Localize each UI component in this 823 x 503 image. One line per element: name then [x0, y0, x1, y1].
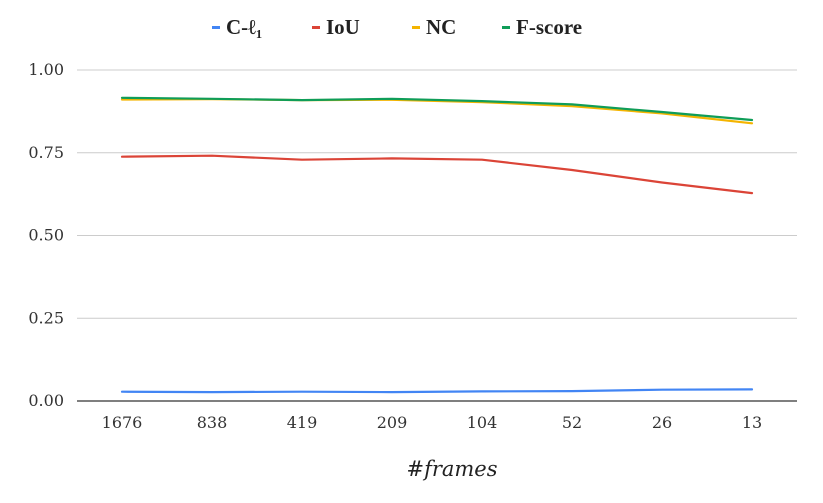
x-tick-label: 26 — [652, 413, 672, 432]
y-tick-label: 0.25 — [28, 308, 64, 327]
legend-label: IoU — [326, 15, 360, 39]
legend-swatch — [502, 26, 510, 29]
x-tick-label: 104 — [467, 413, 498, 432]
legend-swatch — [412, 26, 420, 29]
x-tick-label: 838 — [197, 413, 228, 432]
x-tick-label: 52 — [562, 413, 582, 432]
series-line — [120, 154, 754, 195]
x-tick-label: 209 — [377, 413, 408, 432]
series-line — [120, 96, 754, 122]
gridlines — [77, 69, 797, 319]
y-tick-label: 0.75 — [28, 143, 64, 162]
legend-swatch — [212, 26, 220, 29]
x-axis-label: #frames — [406, 457, 497, 481]
legend-label: C-ℓ₁ — [226, 15, 262, 39]
x-tick-label: 419 — [287, 413, 318, 432]
y-axis-tick-labels: 0.00 0.25 0.50 0.75 1.00 — [28, 60, 64, 410]
x-tick-label: 1676 — [102, 413, 143, 432]
legend-label: F-score — [516, 15, 582, 39]
y-tick-label: 0.00 — [28, 391, 64, 410]
x-axis-tick-labels: 1676 838 419 209 104 52 26 13 — [102, 413, 763, 432]
legend-swatch — [312, 26, 320, 29]
x-tick-label: 13 — [742, 413, 762, 432]
legend: C-ℓ₁ IoU NC F-score — [212, 15, 582, 39]
y-tick-label: 1.00 — [28, 60, 64, 79]
legend-label: NC — [426, 15, 456, 39]
series-line — [120, 388, 754, 394]
y-tick-label: 0.50 — [28, 226, 64, 245]
series-lines — [120, 96, 754, 394]
